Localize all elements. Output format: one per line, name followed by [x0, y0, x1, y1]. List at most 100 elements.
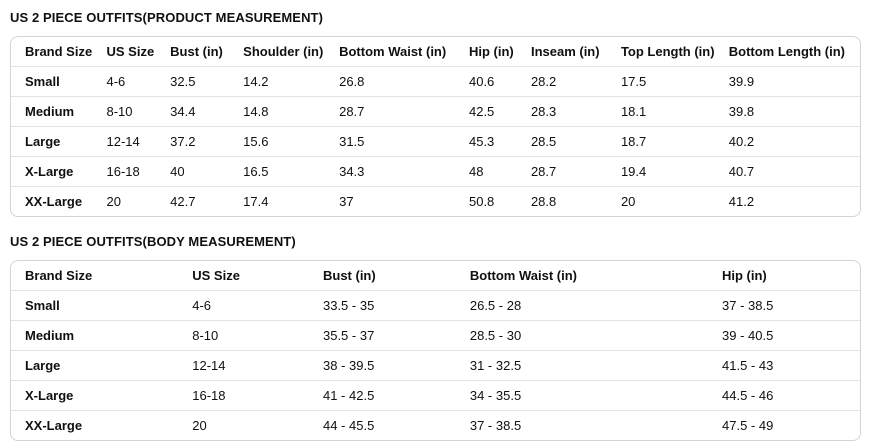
column-header: Bottom Waist (in) — [339, 44, 447, 59]
measurement-cell: 34 - 35.5 — [469, 388, 522, 403]
brand-size-cell: XX-Large — [25, 194, 83, 209]
column-header: Bottom Length (in) — [728, 44, 845, 59]
table-row: Small 4-6 32.5 14.2 26.8 40.6 28.2 17.5 39.9 — [11, 66, 860, 97]
measurement-cell: 19.4 — [620, 164, 647, 179]
measurement-cell: 28.5 — [530, 134, 557, 149]
measurement-cell: 40.6 — [468, 74, 495, 89]
measurement-cell: 39.8 — [728, 104, 755, 119]
measurement-cell: 39.9 — [728, 74, 755, 89]
measurement-cell: 14.8 — [243, 104, 269, 119]
brand-size-cell: Medium — [25, 104, 75, 119]
measurement-cell: 28.8 — [530, 194, 557, 209]
measurement-cell: 37 - 38.5 — [722, 298, 774, 313]
measurement-cell: 14.2 — [243, 74, 269, 89]
brand-size-cell: Medium — [25, 328, 75, 343]
body-measurement-title: US 2 PIECE OUTFITS(BODY MEASUREMENT) — [10, 234, 296, 249]
measurement-cell: 31 - 32.5 — [469, 358, 522, 373]
measurement-cell: 28.7 — [339, 104, 365, 119]
column-header: Brand Size — [25, 44, 93, 59]
brand-size-cell: Small — [25, 298, 60, 313]
measurement-cell: 28.3 — [530, 104, 557, 119]
measurement-cell: 48 — [468, 164, 484, 179]
column-header: Bust (in) — [170, 44, 223, 59]
product-measurement-title: US 2 PIECE OUTFITS(PRODUCT MEASUREMENT) — [10, 10, 324, 25]
measurement-cell: 45.3 — [468, 134, 495, 149]
measurement-cell: 16-18 — [192, 388, 226, 403]
measurement-cell: 38 - 39.5 — [322, 358, 375, 373]
measurement-cell: 40.2 — [728, 134, 755, 149]
column-header: US Size — [106, 44, 155, 59]
measurement-cell: 20 — [620, 194, 636, 209]
measurement-cell: 32.5 — [170, 74, 196, 89]
column-header: Inseam (in) — [530, 44, 600, 59]
header-row: Brand Size US Size Bust (in) Shoulder (in) B… — [11, 37, 860, 67]
measurement-cell: 44 - 45.5 — [322, 418, 375, 433]
table-row: Small 4-6 33.5 - 35 26.5 - 28 37 - 38.5 — [11, 290, 860, 321]
measurement-cell: 31.5 — [339, 134, 365, 149]
column-header: Brand Size — [25, 268, 93, 283]
measurement-cell: 17.4 — [243, 194, 269, 209]
measurement-cell: 50.8 — [468, 194, 495, 209]
product-measurement-table-container: Brand Size US Size Bust (in) Shoulder (in) B… — [10, 36, 861, 217]
measurement-cell: 28.2 — [530, 74, 557, 89]
measurement-cell: 26.8 — [339, 74, 365, 89]
measurement-cell: 42.5 — [468, 104, 495, 119]
table-row: Large 12-14 37.2 15.6 31.5 45.3 28.5 18.7 40.2 — [11, 126, 860, 157]
table-row: Large 12-14 38 - 39.5 31 - 32.5 41.5 - 43 — [11, 350, 860, 381]
measurement-cell: 41 - 42.5 — [322, 388, 375, 403]
product-measurement-section: US 2 PIECE OUTFITS(PRODUCT MEASUREMENT) … — [10, 10, 861, 217]
brand-size-cell: Large — [25, 358, 61, 373]
product-measurement-table: Brand Size US Size Bust (in) Shoulder (in) B… — [11, 37, 860, 216]
column-header: Hip (in) — [722, 268, 767, 283]
brand-size-cell: XX-Large — [25, 418, 83, 433]
measurement-cell: 35.5 - 37 — [322, 328, 375, 343]
column-header: Bottom Waist (in) — [469, 268, 577, 283]
measurement-cell: 12-14 — [106, 134, 140, 149]
measurement-cell: 12-14 — [192, 358, 226, 373]
measurement-cell: 18.1 — [620, 104, 647, 119]
measurement-cell: 40 — [170, 164, 185, 179]
brand-size-cell: X-Large — [25, 164, 74, 179]
measurement-cell: 40.7 — [728, 164, 755, 179]
measurement-cell: 20 — [192, 418, 207, 433]
measurement-cell: 34.4 — [170, 104, 196, 119]
column-header: US Size — [192, 268, 240, 283]
column-header: Hip (in) — [468, 44, 514, 59]
measurement-cell: 16-18 — [106, 164, 140, 179]
measurement-cell: 28.7 — [530, 164, 557, 179]
measurement-cell: 39 - 40.5 — [722, 328, 774, 343]
measurement-cell: 16.5 — [243, 164, 269, 179]
table-row: XX-Large 20 44 - 45.5 37 - 38.5 47.5 - 49 — [11, 410, 860, 441]
table-row: XX-Large 20 42.7 17.4 37 50.8 28.8 20 41.2 — [11, 186, 860, 217]
measurement-cell: 37.2 — [170, 134, 196, 149]
table-row: Medium 8-10 35.5 - 37 28.5 - 30 39 - 40.5 — [11, 320, 860, 351]
measurement-cell: 17.5 — [620, 74, 647, 89]
measurement-cell: 18.7 — [620, 134, 647, 149]
measurement-cell: 41.5 - 43 — [722, 358, 774, 373]
measurement-cell: 37 - 38.5 — [469, 418, 522, 433]
measurement-cell: 26.5 - 28 — [469, 298, 522, 313]
measurement-cell: 37 — [339, 194, 354, 209]
measurement-cell: 4-6 — [106, 74, 126, 89]
measurement-cell: 44.5 - 46 — [722, 388, 774, 403]
measurement-cell: 47.5 - 49 — [722, 418, 774, 433]
measurement-cell: 20 — [106, 194, 121, 209]
measurement-cell: 42.7 — [170, 194, 196, 209]
body-measurement-section: US 2 PIECE OUTFITS(BODY MEASUREMENT) Bra… — [10, 234, 861, 441]
measurement-cell: 8-10 — [192, 328, 219, 343]
measurement-cell: 33.5 - 35 — [322, 298, 375, 313]
measurement-cell: 4-6 — [192, 298, 212, 313]
brand-size-cell: Small — [25, 74, 60, 89]
measurement-cell: 28.5 - 30 — [469, 328, 522, 343]
measurement-cell: 41.2 — [728, 194, 755, 209]
measurement-cell: 8-10 — [106, 104, 133, 119]
header-row: Brand Size US Size Bust (in) Bottom Waist (… — [11, 261, 860, 291]
brand-size-cell: Large — [25, 134, 61, 149]
brand-size-cell: X-Large — [25, 388, 74, 403]
column-header: Top Length (in) — [620, 44, 715, 59]
body-measurement-table: Brand Size US Size Bust (in) Bottom Waist (… — [11, 261, 860, 440]
body-measurement-table-container: Brand Size US Size Bust (in) Bottom Waist (… — [10, 260, 861, 441]
table-row: Medium 8-10 34.4 14.8 28.7 42.5 28.3 18.1 39.8 — [11, 96, 860, 127]
table-row: X-Large 16-18 41 - 42.5 34 - 35.5 44.5 - 46 — [11, 380, 860, 411]
measurement-cell: 15.6 — [243, 134, 269, 149]
